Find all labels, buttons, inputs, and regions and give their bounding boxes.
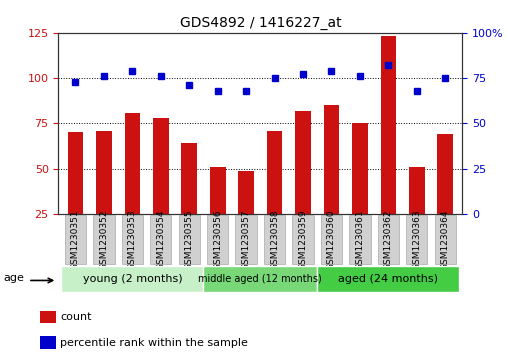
FancyBboxPatch shape: [93, 215, 115, 264]
Text: GSM1230360: GSM1230360: [327, 209, 336, 270]
Bar: [409, 167, 425, 214]
FancyBboxPatch shape: [264, 215, 285, 264]
Text: GSM1230353: GSM1230353: [128, 209, 137, 270]
FancyBboxPatch shape: [377, 215, 399, 264]
Text: age: age: [3, 273, 24, 283]
Text: GSM1230359: GSM1230359: [299, 209, 307, 270]
Bar: [96, 131, 112, 214]
FancyBboxPatch shape: [150, 215, 172, 264]
FancyBboxPatch shape: [236, 215, 257, 264]
Text: middle aged (12 months): middle aged (12 months): [199, 274, 322, 284]
FancyBboxPatch shape: [292, 215, 313, 264]
FancyBboxPatch shape: [406, 215, 427, 264]
Text: GSM1230362: GSM1230362: [384, 209, 393, 270]
FancyBboxPatch shape: [204, 266, 317, 292]
Bar: [238, 171, 254, 214]
Bar: [153, 118, 169, 214]
Text: young (2 months): young (2 months): [83, 274, 182, 284]
Text: GSM1230356: GSM1230356: [213, 209, 222, 270]
Text: GSM1230358: GSM1230358: [270, 209, 279, 270]
FancyBboxPatch shape: [65, 215, 86, 264]
Bar: [380, 36, 396, 214]
FancyBboxPatch shape: [349, 215, 370, 264]
Text: aged (24 months): aged (24 months): [338, 274, 438, 284]
Bar: [295, 111, 311, 214]
Text: GSM1230355: GSM1230355: [185, 209, 194, 270]
FancyBboxPatch shape: [207, 215, 229, 264]
FancyBboxPatch shape: [317, 266, 459, 292]
Text: GSM1230363: GSM1230363: [412, 209, 421, 270]
FancyBboxPatch shape: [61, 266, 204, 292]
FancyBboxPatch shape: [179, 215, 200, 264]
Text: GSM1230361: GSM1230361: [356, 209, 364, 270]
Bar: [324, 105, 339, 214]
Text: GSM1230351: GSM1230351: [71, 209, 80, 270]
Bar: [124, 113, 140, 214]
Text: GSM1230364: GSM1230364: [441, 209, 450, 270]
Text: GSM1230352: GSM1230352: [100, 209, 108, 270]
Text: GSM1230357: GSM1230357: [242, 209, 250, 270]
Title: GDS4892 / 1416227_at: GDS4892 / 1416227_at: [179, 16, 341, 30]
Bar: [68, 132, 83, 214]
Text: GSM1230354: GSM1230354: [156, 209, 165, 270]
Text: count: count: [60, 312, 92, 322]
Bar: [181, 143, 197, 214]
Bar: [437, 134, 453, 214]
FancyBboxPatch shape: [321, 215, 342, 264]
Bar: [267, 131, 282, 214]
Bar: [210, 167, 226, 214]
FancyBboxPatch shape: [122, 215, 143, 264]
Bar: [40, 336, 56, 349]
Bar: [352, 123, 368, 214]
Text: percentile rank within the sample: percentile rank within the sample: [60, 338, 248, 347]
Bar: [40, 311, 56, 323]
FancyBboxPatch shape: [434, 215, 456, 264]
